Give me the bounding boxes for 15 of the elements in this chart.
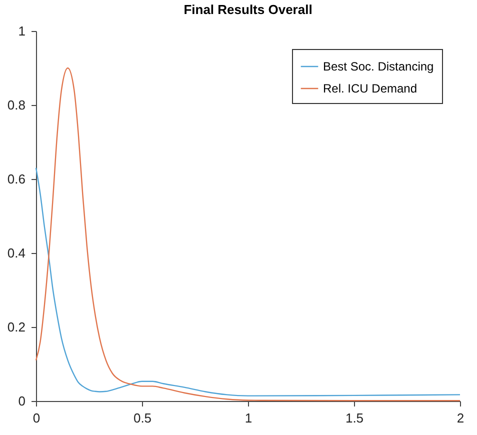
x-tick-label: 1 [244,410,252,426]
y-tick-label: 0 [18,394,26,408]
legend-label: Best Soc. Distancing [323,60,434,74]
y-tick-label: 1 [18,24,26,38]
x-tick-label: 1.5 [345,410,364,426]
y-tick-label: 0.4 [7,246,26,260]
y-tick-label: 0.8 [7,98,26,112]
x-tick-label: 0 [32,410,40,426]
y-tick-label: 0.2 [7,320,26,334]
legend-label: Rel. ICU Demand [323,82,418,96]
line-series [35,167,461,396]
x-tick-label: 2 [456,410,464,426]
chart-title: Final Results Overall [184,2,312,17]
y-tick-label: 0.6 [7,172,26,186]
x-tick-label: 0.5 [133,410,152,426]
